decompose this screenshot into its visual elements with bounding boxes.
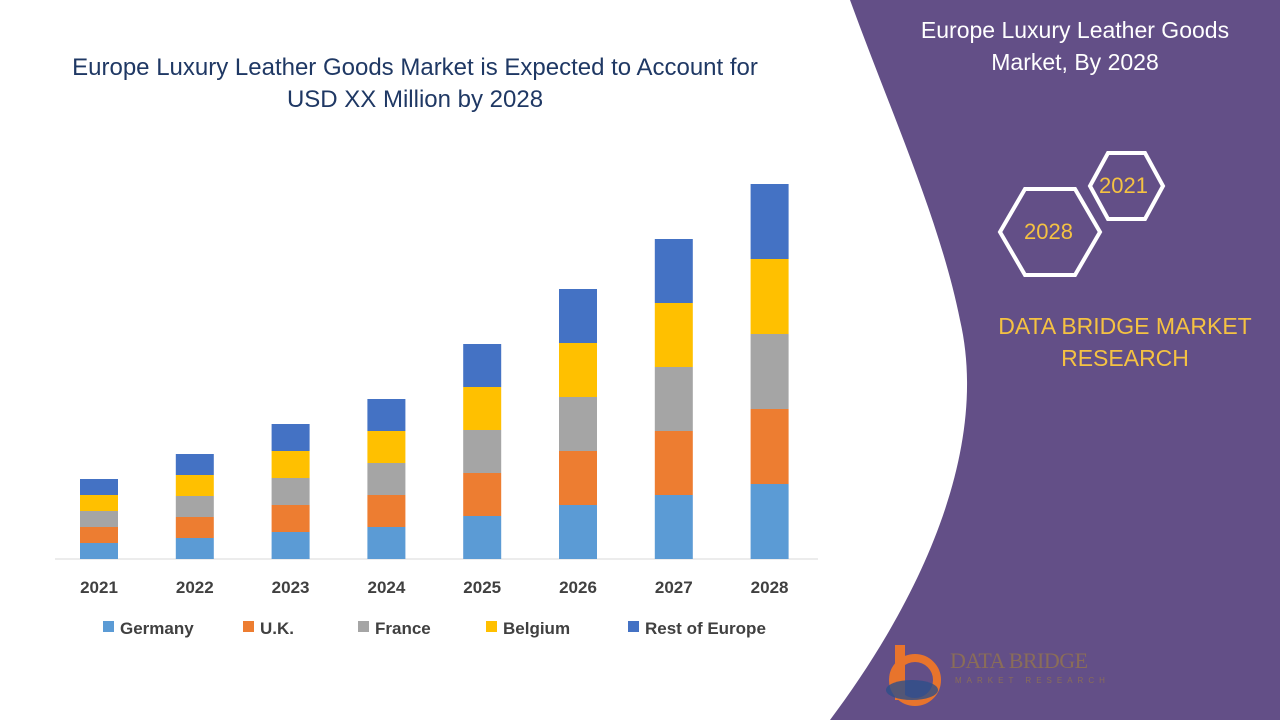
bar-segment-2022-u-k-: [175, 517, 214, 538]
bar-segment-2027-rest-of-europe: [654, 239, 693, 303]
bar-segment-2028-germany: [750, 484, 789, 559]
side-panel: [830, 0, 1280, 720]
bar-segment-2027-u-k-: [654, 431, 693, 495]
logo-subtitle: MARKET RESEARCH: [955, 676, 1110, 685]
bar-segment-2022-rest-of-europe: [175, 454, 214, 475]
hex-label-start: 2021: [1099, 173, 1148, 198]
bar-segment-2025-germany: [463, 516, 502, 559]
bar-segment-2027-france: [654, 367, 693, 431]
legend-label: France: [375, 619, 431, 638]
bar-segment-2027-germany: [654, 495, 693, 559]
bar-segment-2025-rest-of-europe: [463, 344, 502, 387]
x-tick-label: 2026: [559, 578, 597, 597]
x-tick-label: 2022: [176, 578, 214, 597]
bar-segment-2022-belgium: [175, 475, 214, 496]
x-tick-label: 2025: [463, 578, 501, 597]
legend-label: U.K.: [260, 619, 294, 638]
bar-segment-2022-france: [175, 496, 214, 517]
bar-segment-2026-belgium: [559, 343, 597, 397]
legend-swatch: [243, 621, 254, 632]
hex-label-end: 2028: [1024, 219, 1073, 244]
bar-segment-2028-france: [750, 334, 789, 409]
legend-label: Germany: [120, 619, 194, 638]
bar-segment-2025-france: [463, 430, 502, 473]
x-tick-label: 2027: [655, 578, 693, 597]
bar-segment-2025-u-k-: [463, 473, 502, 516]
bar-segment-2026-germany: [559, 505, 597, 559]
bar-segment-2028-rest-of-europe: [750, 184, 789, 259]
legend-swatch: [103, 621, 114, 632]
bar-segment-2024-france: [367, 463, 406, 495]
legend-label: Rest of Europe: [645, 619, 766, 638]
bar-segment-2023-germany: [271, 532, 310, 559]
bar-segment-2026-rest-of-europe: [559, 289, 597, 343]
x-tick-label: 2024: [367, 578, 405, 597]
hexagon-2028: [997, 187, 1103, 277]
bar-segment-2023-belgium: [271, 451, 310, 478]
legend-label: Belgium: [503, 619, 570, 638]
x-tick-label: 2023: [272, 578, 310, 597]
x-tick-label: 2021: [80, 578, 118, 597]
bar-segment-2028-u-k-: [750, 409, 789, 484]
logo-icon: [886, 645, 941, 706]
legend-swatch: [358, 621, 369, 632]
hexagon-2021: [1087, 151, 1166, 221]
bar-segment-2023-rest-of-europe: [271, 424, 310, 451]
bar-segment-2024-germany: [367, 527, 406, 559]
bar-segment-2024-rest-of-europe: [367, 399, 406, 431]
brand-name: DATA BRIDGE MARKET RESEARCH: [998, 313, 1252, 371]
logo-name: DATA BRIDGE: [950, 648, 1088, 673]
bar-segment-2021-u-k-: [80, 527, 118, 543]
bar-segment-2022-germany: [175, 538, 214, 559]
bar-segment-2021-france: [80, 511, 118, 527]
bar-segment-2028-belgium: [750, 259, 789, 334]
legend-swatch: [486, 621, 497, 632]
bar-segment-2021-belgium: [80, 495, 118, 511]
legend-swatch: [628, 621, 639, 632]
x-tick-label: 2028: [751, 578, 789, 597]
bar-segment-2025-belgium: [463, 387, 502, 430]
bar-segment-2024-u-k-: [367, 495, 406, 527]
bar-segment-2021-rest-of-europe: [80, 479, 118, 495]
bar-segment-2027-belgium: [654, 303, 693, 367]
bar-segment-2024-belgium: [367, 431, 406, 463]
bar-segment-2026-u-k-: [559, 451, 597, 505]
chart: 2021 2022 2023 2024 2025 2026 2027 2028 Germany U…: [55, 184, 818, 638]
bar-segment-2023-u-k-: [271, 505, 310, 532]
side-panel-title: Europe Luxury Leather Goods Market, By 2…: [920, 17, 1230, 75]
bar-segment-2023-france: [271, 478, 310, 505]
bar-segment-2021-germany: [80, 543, 118, 559]
bar-segment-2026-france: [559, 397, 597, 451]
chart-title: Europe Luxury Leather Goods Market is Ex…: [72, 54, 758, 113]
